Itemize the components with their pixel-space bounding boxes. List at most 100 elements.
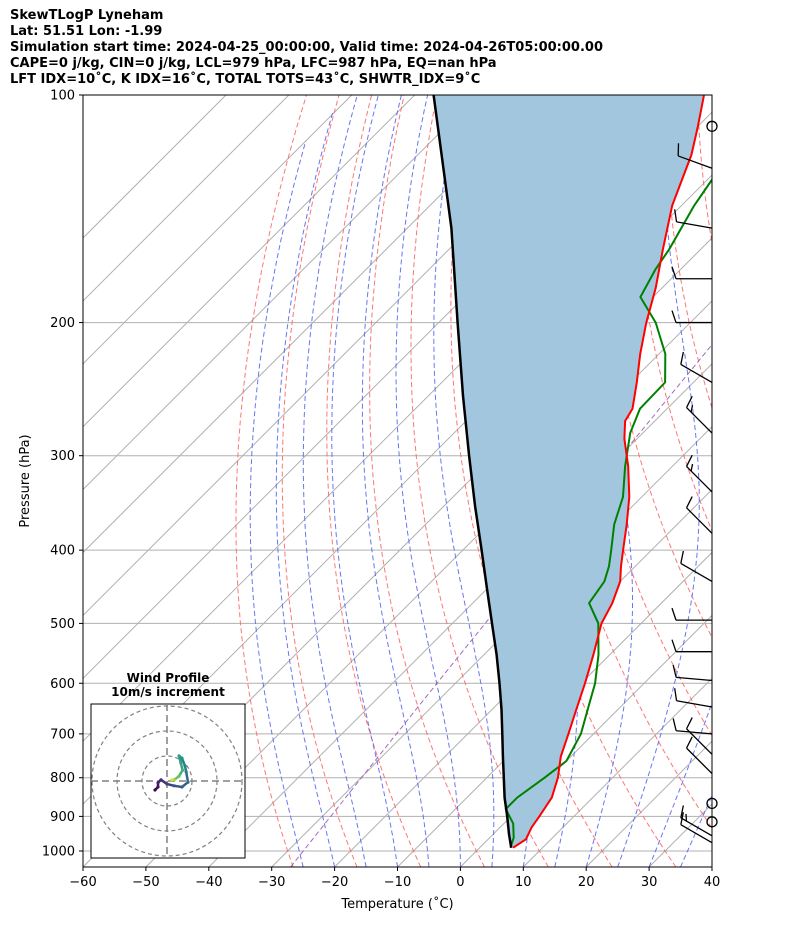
isotherm [83,95,541,554]
wind-barb [680,805,713,837]
y-tick-label: 400 [50,544,75,559]
y-tick-label: 600 [50,677,75,692]
x-tick-label: 10 [515,875,532,890]
wind-barb [685,496,713,534]
isotherm [83,95,478,491]
title-coordinates: Lat: 51.51 Lon: -1.99 [10,24,163,39]
wind-profile-point [180,756,184,760]
wind-profile-point [177,774,181,778]
chart-title-block: SkewTLogP Lyneham Lat: 51.51 Lon: -1.99 … [10,8,603,88]
dry-adiabat [664,95,712,410]
title-indices-2: LFT IDX=10˚C, K IDX=16˚C, TOTAL TOTS=43˚… [10,72,481,87]
wind-barb [671,607,712,621]
calm-wind-circle [706,120,718,132]
moist-adiabat [433,95,495,867]
wind-barb [674,209,713,229]
moist-adiabat [395,95,461,867]
wind-barb [706,120,718,132]
wind-profile-point [159,778,163,782]
dry-adiabat [763,95,794,867]
inset-title: Wind Profile [127,671,210,685]
barb-staff [677,155,713,169]
barb-feather [685,454,693,467]
y-tick-label: 300 [50,449,75,464]
y-tick-label: 1000 [42,844,75,859]
wind-profile-point [172,784,176,788]
barb-feather [671,639,677,652]
barb-feather [672,718,677,731]
barb-staff [680,363,713,383]
y-tick-label: 500 [50,617,75,632]
wind-profile-point [170,778,174,782]
barb-feather [674,688,678,701]
isotherm [83,95,227,239]
isotherm [711,866,712,867]
wind-barb [685,736,713,775]
barb-feather [690,404,694,413]
title-station: SkewTLogP Lyneham [10,8,164,23]
moist-adiabat [331,95,398,867]
barb-feather [685,395,693,408]
moist-adiabat [361,95,430,867]
isotherm [522,677,712,867]
barb-feather [685,496,693,509]
barb-feather [685,717,693,730]
x-axis-label: Temperature (˚C) [340,896,453,912]
dry-adiabat [730,95,794,867]
wind-profile-point [181,768,185,772]
isotherm [83,95,353,365]
isotherm [460,614,712,867]
wind-barb [672,718,713,735]
wind-profile-point [183,764,187,768]
barb-feather [690,463,694,472]
wind-barb [685,395,713,434]
barb-staff [686,747,713,775]
wind-profile-point [153,788,157,792]
moist-adiabat [249,140,307,867]
x-tick-label: −30 [258,875,285,890]
wind-barb [680,550,713,583]
barb-staff [686,407,713,434]
wind-barb [680,351,713,383]
barb-feather [680,550,684,564]
wind-profile-point [186,780,190,784]
barb-staff [676,730,713,735]
moist-adiabat [617,95,700,867]
wind-profile-point [179,761,183,765]
x-tick-label: −50 [132,875,159,890]
dry-adiabat [326,95,422,867]
y-tick-label: 900 [50,810,75,825]
barb-feather [685,736,693,749]
title-indices-1: CAPE=0 j/kg, CIN=0 j/kg, LCL=979 hPa, LF… [10,56,497,71]
axes: −60 −50 −40 −30 −20 −10 0 10 20 30 40 1000 900 800 700… [18,89,720,913]
mixing-ratio-line [290,343,712,867]
barb-feather [671,310,677,323]
wind-profile-segment [184,770,190,784]
moist-adiabat [302,95,367,867]
cin-fill-area [433,95,704,848]
inset-subtitle: 10m/s increment [111,685,225,699]
barb-feather [680,351,684,365]
wind-profile-point [172,778,176,782]
wind-barb [685,454,713,493]
barb-staff [680,562,713,583]
barb-staff [676,676,713,682]
x-tick-label: 40 [704,875,721,890]
barb-feather [674,209,678,222]
sounding-profiles [432,95,712,849]
wind-barb [671,639,712,653]
wind-barb [671,266,712,280]
isotherm [334,488,712,867]
x-tick-label: 20 [578,875,595,890]
x-tick-label: 0 [456,875,464,890]
barb-feather [680,805,684,818]
isotherm [83,95,416,428]
wind-barb [677,143,713,169]
x-tick-label: −60 [69,875,96,890]
wind-barb [672,664,713,682]
x-tick-label: −20 [321,875,348,890]
wind-barbs [671,120,718,844]
wind-profile-point [156,781,160,785]
title-times: Simulation start time: 2024-04-25_00:00:… [10,40,603,55]
wind-profile-point [165,782,169,786]
